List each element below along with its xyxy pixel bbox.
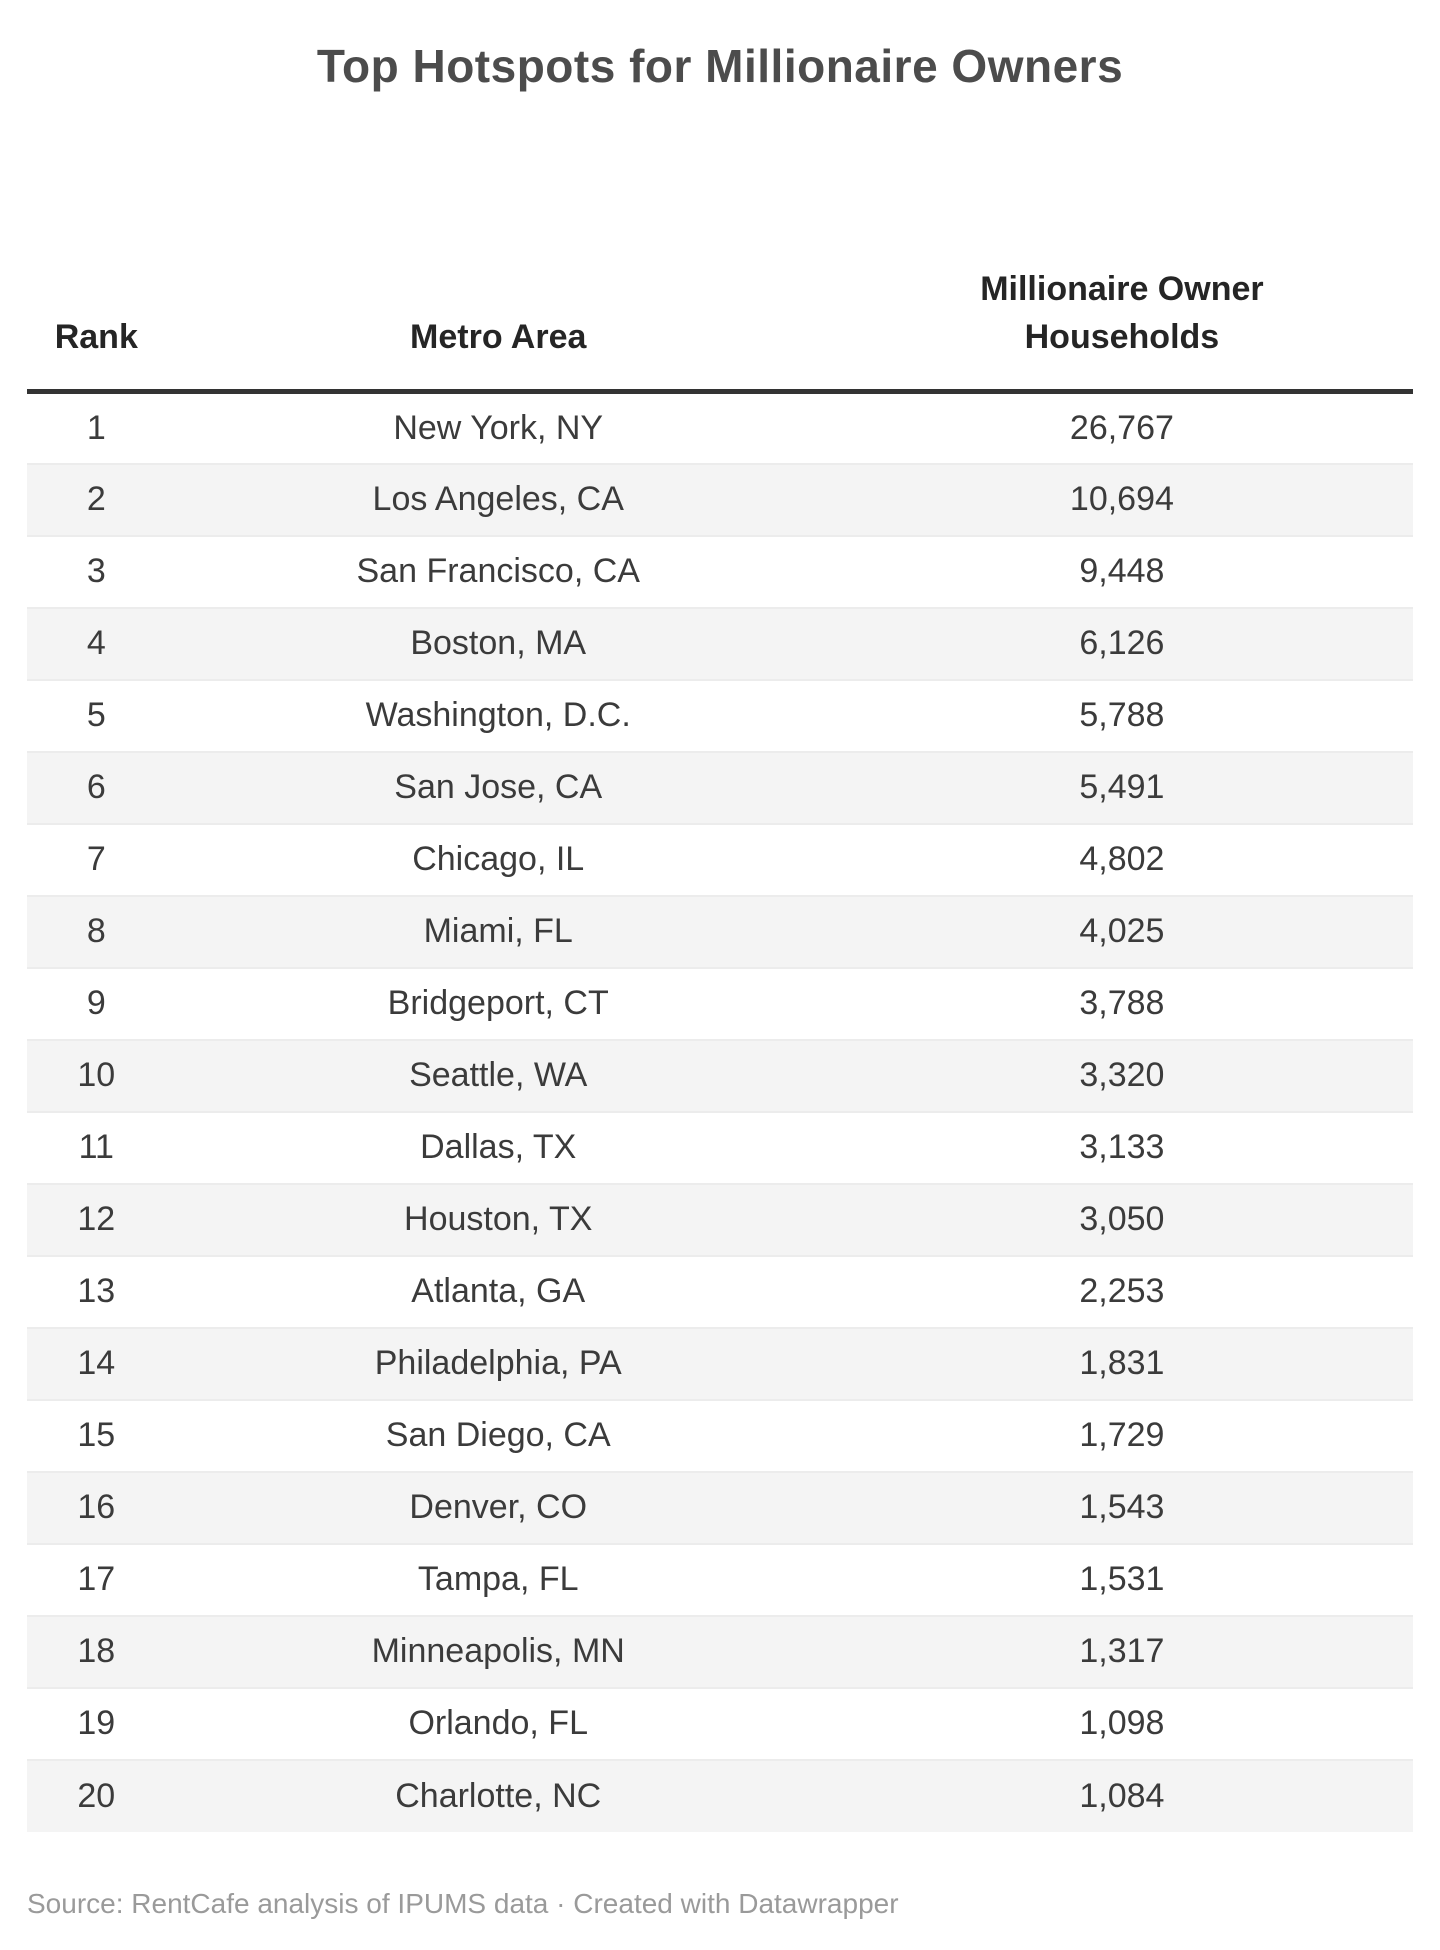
table-row: 19 Orlando, FL 1,098 xyxy=(27,1687,1413,1760)
metro-area-cell: Atlanta, GA xyxy=(411,1272,586,1311)
households-cell: 1,084 xyxy=(1079,1776,1165,1815)
households-cell: 1,531 xyxy=(1079,1560,1165,1599)
table-row: 3 San Francisco, CA 9,448 xyxy=(27,535,1413,608)
households-cell: 3,788 xyxy=(1079,984,1165,1023)
table-row: 9 Bridgeport, CT 3,788 xyxy=(27,967,1413,1040)
rank-cell: 9 xyxy=(86,984,106,1023)
rank-cell: 4 xyxy=(86,624,106,663)
rank-cell: 14 xyxy=(77,1344,116,1383)
table-row: 20 Charlotte, NC 1,084 xyxy=(27,1759,1413,1832)
metro-area-cell: Tampa, FL xyxy=(417,1560,579,1599)
rank-cell: 7 xyxy=(86,840,106,879)
metro-area-cell: Philadelphia, PA xyxy=(374,1344,622,1383)
rank-cell: 5 xyxy=(86,696,106,735)
rank-cell: 13 xyxy=(77,1272,116,1311)
metro-area-cell: San Francisco, CA xyxy=(356,552,640,591)
households-cell: 10,694 xyxy=(1069,480,1174,519)
households-cell: 5,491 xyxy=(1079,768,1165,807)
rank-cell: 11 xyxy=(78,1128,114,1167)
table-header: Rank Metro Area Millionaire Owner Househ… xyxy=(27,266,1413,395)
households-cell: 3,320 xyxy=(1079,1056,1165,1095)
rank-cell: 6 xyxy=(86,768,106,807)
footer: Source: RentCafe analysis of IPUMS data … xyxy=(27,1886,1413,1922)
table-row: 2 Los Angeles, CA 10,694 xyxy=(27,463,1413,536)
table-row: 4 Boston, MA 6,126 xyxy=(27,607,1413,680)
metro-area-cell: Washington, D.C. xyxy=(365,696,631,735)
table-row: 14 Philadelphia, PA 1,831 xyxy=(27,1327,1413,1400)
table-row: 8 Miami, FL 4,025 xyxy=(27,895,1413,968)
rank-cell: 19 xyxy=(77,1704,116,1743)
metro-area-cell: New York, NY xyxy=(393,408,604,447)
households-cell: 1,729 xyxy=(1079,1416,1165,1455)
rank-cell: 10 xyxy=(77,1056,116,1095)
metro-area-cell: Bridgeport, CT xyxy=(387,984,609,1023)
rank-cell: 20 xyxy=(77,1776,116,1815)
rank-cell: 3 xyxy=(86,552,106,591)
households-column-header-label: Millionaire Owner Households xyxy=(980,270,1264,356)
households-cell: 26,767 xyxy=(1069,408,1174,447)
households-cell: 2,253 xyxy=(1079,1272,1165,1311)
source-text: Source: RentCafe analysis of IPUMS data xyxy=(27,1887,549,1919)
rank-column-header: Rank xyxy=(27,266,166,395)
metro-area-cell: Los Angeles, CA xyxy=(372,480,624,519)
metro-area-cell: Denver, CO xyxy=(409,1488,588,1527)
table-row: 15 San Diego, CA 1,729 xyxy=(27,1399,1413,1472)
rank-cell: 17 xyxy=(77,1560,116,1599)
footer-separator: · xyxy=(548,1887,574,1919)
rank-cell: 18 xyxy=(77,1632,116,1671)
table-row: 1 New York, NY 26,767 xyxy=(27,392,1413,464)
metro-area-cell: Seattle, WA xyxy=(409,1056,588,1095)
households-cell: 1,317 xyxy=(1079,1632,1165,1671)
page-title: Top Hotspots for Millionaire Owners xyxy=(316,40,1124,92)
metro-area-cell: San Diego, CA xyxy=(385,1416,611,1455)
households-cell: 1,543 xyxy=(1079,1488,1165,1527)
table-row: 7 Chicago, IL 4,802 xyxy=(27,823,1413,896)
metro-area-cell: Boston, MA xyxy=(410,624,587,663)
table-row: 18 Minneapolis, MN 1,317 xyxy=(27,1615,1413,1688)
metro-area-cell: San Jose, CA xyxy=(394,768,603,807)
table-row: 17 Tampa, FL 1,531 xyxy=(27,1543,1413,1616)
table-row: 13 Atlanta, GA 2,253 xyxy=(27,1255,1413,1328)
households-cell: 9,448 xyxy=(1079,552,1165,591)
households-cell: 1,831 xyxy=(1079,1344,1165,1383)
metro-area-cell: Miami, FL xyxy=(423,912,573,951)
table-row: 12 Houston, TX 3,050 xyxy=(27,1183,1413,1256)
households-cell: 4,025 xyxy=(1079,912,1165,951)
metro-area-cell: Dallas, TX xyxy=(420,1128,577,1167)
table-row: 10 Seattle, WA 3,320 xyxy=(27,1039,1413,1112)
metro-area-cell: Houston, TX xyxy=(404,1200,593,1239)
households-cell: 4,802 xyxy=(1079,840,1165,879)
table-row: 11 Dallas, TX 3,133 xyxy=(27,1111,1413,1184)
households-cell: 3,050 xyxy=(1079,1200,1165,1239)
metro-area-cell: Chicago, IL xyxy=(412,840,585,879)
metro-area-column-header: Metro Area xyxy=(165,266,831,395)
table-row: 5 Washington, D.C. 5,788 xyxy=(27,679,1413,752)
households-cell: 3,133 xyxy=(1079,1128,1165,1167)
rank-cell: 15 xyxy=(77,1416,116,1455)
metro-area-cell: Minneapolis, MN xyxy=(371,1632,625,1671)
credit-text: Created with Datawrapper xyxy=(573,1887,899,1919)
metro-area-cell: Orlando, FL xyxy=(408,1704,588,1743)
rank-cell: 16 xyxy=(77,1488,116,1527)
households-cell: 6,126 xyxy=(1079,624,1165,663)
millionaire-owners-table: Rank Metro Area Millionaire Owner Househ… xyxy=(27,266,1413,1832)
households-cell: 5,788 xyxy=(1079,696,1165,735)
table-header-row: Rank Metro Area Millionaire Owner Househ… xyxy=(27,266,1413,395)
rank-cell: 2 xyxy=(86,480,106,519)
rank-cell: 1 xyxy=(86,408,106,447)
rank-cell: 12 xyxy=(77,1200,116,1239)
households-cell: 1,098 xyxy=(1079,1704,1165,1743)
households-column-header: Millionaire Owner Households xyxy=(830,266,1413,395)
table-row: 6 San Jose, CA 5,491 xyxy=(27,751,1413,824)
table-body: 1 New York, NY 26,767 2 Los Angeles, CA … xyxy=(27,392,1413,1832)
metro-area-column-header-label: Metro Area xyxy=(410,317,587,356)
table-row: 16 Denver, CO 1,543 xyxy=(27,1471,1413,1544)
rank-cell: 8 xyxy=(86,912,106,951)
metro-area-cell: Charlotte, NC xyxy=(395,1776,602,1815)
rank-column-header-label: Rank xyxy=(54,317,138,356)
